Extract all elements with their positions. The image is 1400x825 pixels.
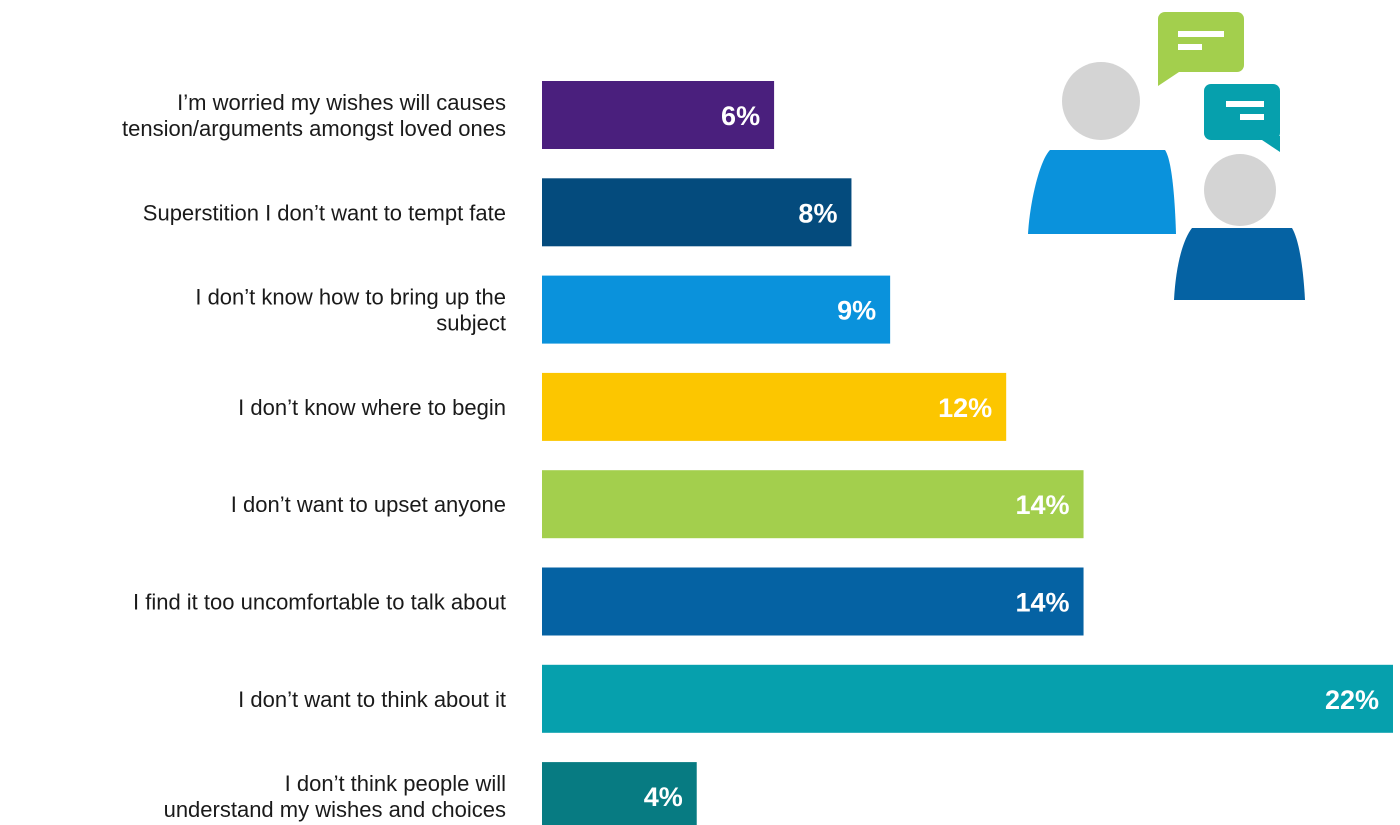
value-label: 6%: [721, 101, 760, 131]
value-label: 8%: [798, 198, 837, 228]
category-label: I don’t know how to bring up the subject: [195, 285, 506, 336]
bar: [542, 372, 1007, 441]
bar: [542, 664, 1393, 733]
bar: [542, 470, 1084, 539]
bar: [542, 762, 697, 825]
value-label: 22%: [1325, 685, 1379, 715]
speech-bubble-icon: [1158, 12, 1244, 86]
category-label: I’m worried my wishes will causes tension…: [122, 90, 506, 141]
category-label: I don’t think people will understand my w…: [164, 771, 506, 822]
speech-bubble-icon: [1204, 84, 1280, 152]
bar: [542, 567, 1084, 636]
category-label: I find it too uncomfortable to talk abou…: [133, 590, 506, 615]
bar: [542, 275, 891, 344]
value-label: 12%: [938, 393, 992, 423]
value-label: 4%: [644, 782, 683, 812]
value-label: 14%: [1015, 588, 1069, 618]
category-label: I don’t want to upset anyone: [231, 492, 506, 517]
bars-layer: 6% I’m worried my wishes will causes tensi…: [122, 81, 1393, 825]
value-label: 14%: [1015, 490, 1069, 520]
person-icon: [1174, 154, 1305, 300]
person-icon: [1028, 62, 1176, 234]
category-label: Superstition I don’t want to tempt fate: [143, 200, 506, 225]
category-label: I don’t know where to begin: [238, 395, 506, 420]
people-conversation-illustration: [1028, 12, 1305, 300]
value-label: 9%: [837, 296, 876, 326]
category-label: I don’t want to think about it: [238, 687, 506, 712]
bar: [542, 178, 852, 247]
bar: [542, 81, 775, 149]
